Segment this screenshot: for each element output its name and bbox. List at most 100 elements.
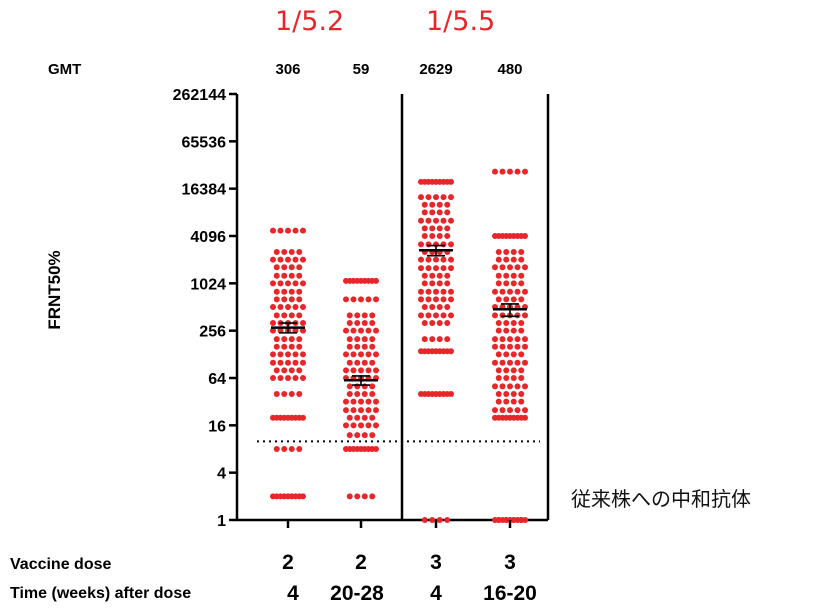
- data-point: [343, 422, 349, 429]
- data-point: [433, 296, 439, 303]
- data-point: [440, 391, 447, 398]
- data-point: [270, 227, 276, 234]
- data-point: [292, 359, 299, 366]
- data-point: [514, 264, 521, 271]
- data-point: [285, 493, 291, 500]
- data-point: [495, 351, 502, 358]
- time-value-3: 4: [430, 582, 442, 605]
- data-point: [281, 296, 288, 303]
- data-point: [514, 359, 521, 366]
- data-point: [361, 320, 368, 327]
- data-point: [369, 414, 376, 421]
- data-point: [492, 343, 498, 350]
- data-point: [518, 367, 525, 374]
- data-point: [421, 280, 428, 287]
- data-point: [433, 265, 439, 272]
- data-point: [518, 256, 525, 263]
- data-point: [436, 178, 443, 185]
- data-point: [288, 249, 295, 256]
- data-point: [288, 446, 295, 452]
- data-point: [510, 249, 517, 256]
- data-point: [448, 288, 454, 295]
- data-point: [507, 407, 513, 414]
- data-point: [361, 343, 368, 350]
- y-tick-label: 16384: [182, 182, 227, 199]
- data-point: [296, 249, 303, 256]
- data-point: [358, 446, 364, 452]
- data-point: [288, 367, 295, 374]
- data-point: [425, 391, 432, 398]
- time-value-4: 16-20: [483, 582, 537, 605]
- data-point: [507, 336, 513, 343]
- data-point: [281, 249, 288, 256]
- data-point: [503, 517, 510, 523]
- data-point: [288, 336, 295, 343]
- data-point: [273, 288, 280, 295]
- data-point: [296, 336, 303, 343]
- data-point: [440, 194, 447, 201]
- data-point: [421, 178, 428, 185]
- data-point: [418, 217, 424, 224]
- data-point: [365, 422, 372, 429]
- data-point: [436, 517, 443, 523]
- data-point: [522, 264, 528, 271]
- data-point: [350, 351, 357, 358]
- data-point: [507, 233, 513, 239]
- data-point: [373, 398, 379, 405]
- data-point: [300, 414, 306, 421]
- y-tick-label: 65536: [182, 134, 227, 151]
- data-point: [292, 280, 299, 287]
- data-point: [518, 272, 525, 279]
- data-point: [436, 272, 443, 279]
- data-point: [444, 201, 451, 208]
- data-point: [281, 391, 288, 398]
- data-point: [436, 348, 443, 355]
- data-point: [292, 414, 299, 421]
- data-point: [277, 304, 284, 310]
- data-point: [365, 367, 372, 374]
- data-point: [436, 225, 443, 232]
- data-point: [369, 312, 376, 319]
- data-point: [300, 280, 306, 287]
- data-point: [358, 422, 364, 429]
- data-point: [492, 312, 498, 319]
- data-point: [292, 493, 299, 500]
- dose-value-4: 3: [504, 551, 516, 574]
- data-point: [514, 383, 521, 390]
- vaccine-dose-label: Vaccine dose: [10, 556, 112, 573]
- data-point: [288, 312, 295, 319]
- data-point: [448, 312, 454, 319]
- data-point: [358, 296, 364, 303]
- data-point: [448, 391, 454, 398]
- data-point: [373, 422, 379, 429]
- data-point: [369, 359, 376, 366]
- data-point: [418, 296, 424, 303]
- data-point: [514, 336, 521, 343]
- data-point: [270, 327, 276, 334]
- data-point: [429, 178, 436, 185]
- data-point: [433, 194, 439, 201]
- data-point: [444, 348, 451, 355]
- data-point: [510, 351, 517, 358]
- data-point: [343, 351, 349, 358]
- data-point: [365, 296, 372, 303]
- data-point: [358, 407, 364, 414]
- data-point: [343, 446, 349, 452]
- ratio-label-dose2: 1/5.2: [275, 6, 345, 37]
- data-point: [492, 407, 498, 414]
- data-point: [510, 367, 517, 374]
- data-point: [507, 343, 513, 350]
- data-point: [292, 351, 299, 358]
- data-point: [522, 233, 528, 239]
- data-point: [425, 217, 432, 224]
- data-point: [273, 296, 280, 303]
- data-point: [444, 320, 451, 327]
- data-point: [444, 517, 451, 523]
- data-point: [361, 414, 368, 421]
- data-point: [343, 327, 349, 334]
- data-point: [433, 391, 439, 398]
- data-point: [296, 312, 303, 319]
- data-point: [300, 359, 306, 366]
- data-point: [365, 351, 372, 358]
